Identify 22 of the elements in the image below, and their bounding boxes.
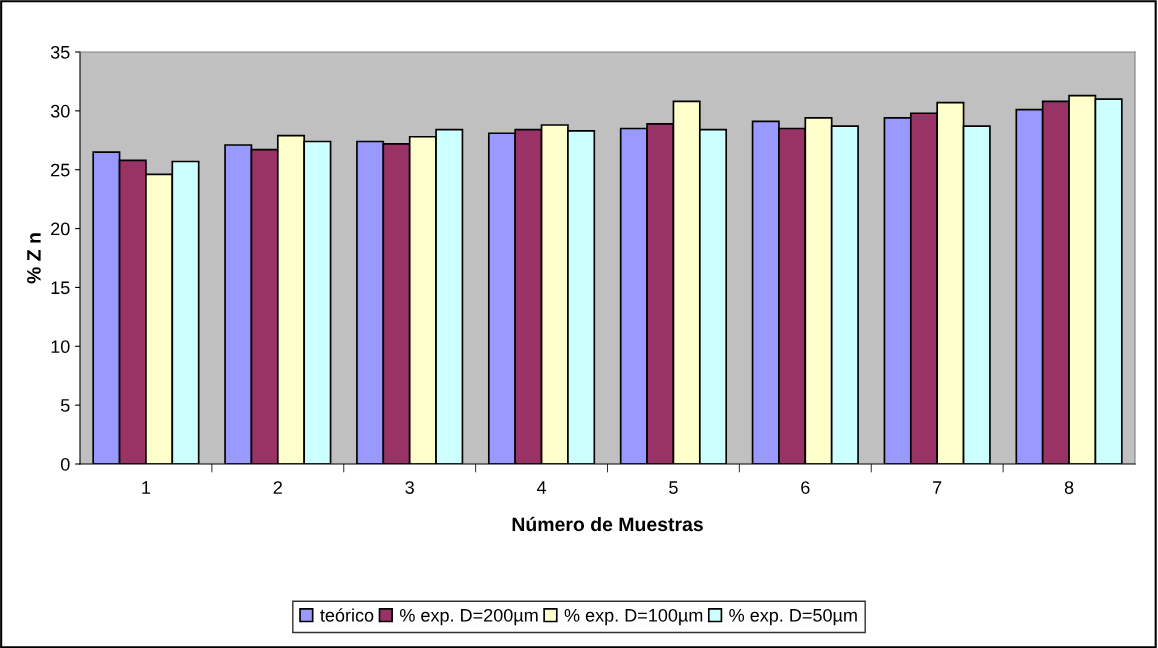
- y-tick-label: 20: [51, 222, 70, 236]
- x-tick-label: 7: [933, 481, 942, 494]
- y-tick-label: 10: [51, 340, 70, 354]
- x-tick-label: 4: [536, 481, 547, 494]
- x-tick-label: 8: [1064, 481, 1074, 494]
- y-tick-label: 5: [60, 399, 70, 412]
- y-tick-label: 25: [51, 163, 70, 177]
- y-tick-label: 15: [51, 281, 70, 295]
- y-tick-label: 0: [60, 457, 70, 471]
- legend-label: teórico: [320, 608, 374, 622]
- y-tick-label: 35: [50, 45, 70, 59]
- x-tick-label: 6: [801, 481, 810, 494]
- y-tick-label: 30: [50, 104, 70, 118]
- legend-label: % exp. D=50µm: [729, 608, 857, 626]
- x-axis-title: Número de Muestras: [512, 516, 703, 532]
- legend-label: % exp. D=100µm: [564, 608, 703, 626]
- x-tick-label: 2: [273, 481, 282, 494]
- x-tick-label: 3: [405, 481, 414, 494]
- x-tick-label: 5: [669, 481, 678, 494]
- y-axis-title: % Z n: [27, 233, 41, 284]
- x-tick-label: 1: [142, 481, 151, 494]
- legend-label: % exp. D=200µm: [400, 608, 538, 626]
